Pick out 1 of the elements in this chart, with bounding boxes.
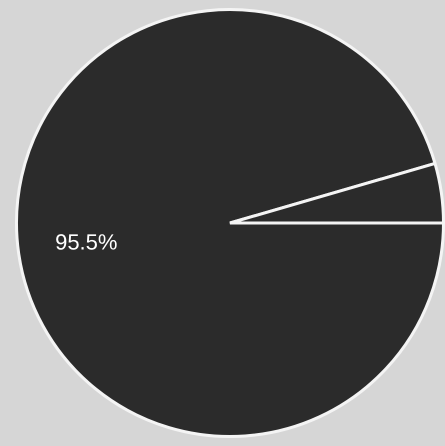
data-label: 95.5% [55,230,118,255]
